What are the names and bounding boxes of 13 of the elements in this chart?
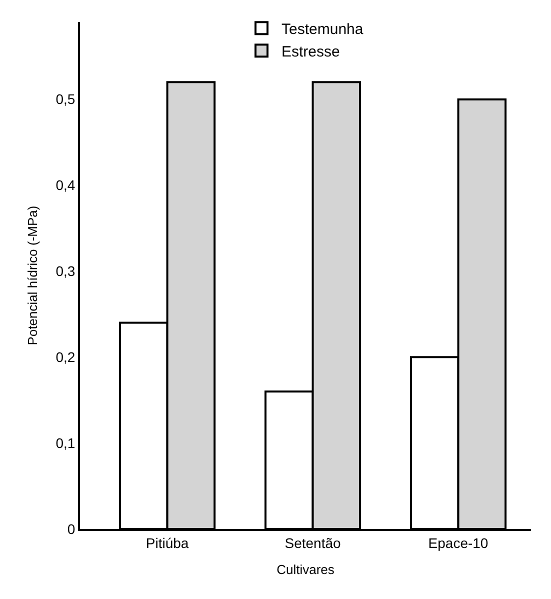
y-tick-label: 0,1 bbox=[56, 434, 76, 451]
y-tick-label: 0,4 bbox=[56, 177, 76, 194]
legend-label: Testemunha bbox=[282, 20, 364, 38]
y-axis-title: Potencial hídrico (-MPa) bbox=[25, 206, 40, 346]
x-tick-label: Epace-10 bbox=[428, 534, 488, 551]
y-tick-label: 0 bbox=[67, 520, 76, 537]
x-tick-label: Setentão bbox=[284, 534, 341, 551]
legend-label: Estresse bbox=[282, 43, 340, 60]
y-tick-label: 0,3 bbox=[56, 263, 76, 280]
x-axis-title: Cultivares bbox=[276, 562, 335, 577]
x-tick-label: Pitiúba bbox=[146, 534, 189, 551]
y-tick-label: 0,5 bbox=[56, 91, 76, 108]
y-tick-label: 0,2 bbox=[56, 349, 76, 366]
